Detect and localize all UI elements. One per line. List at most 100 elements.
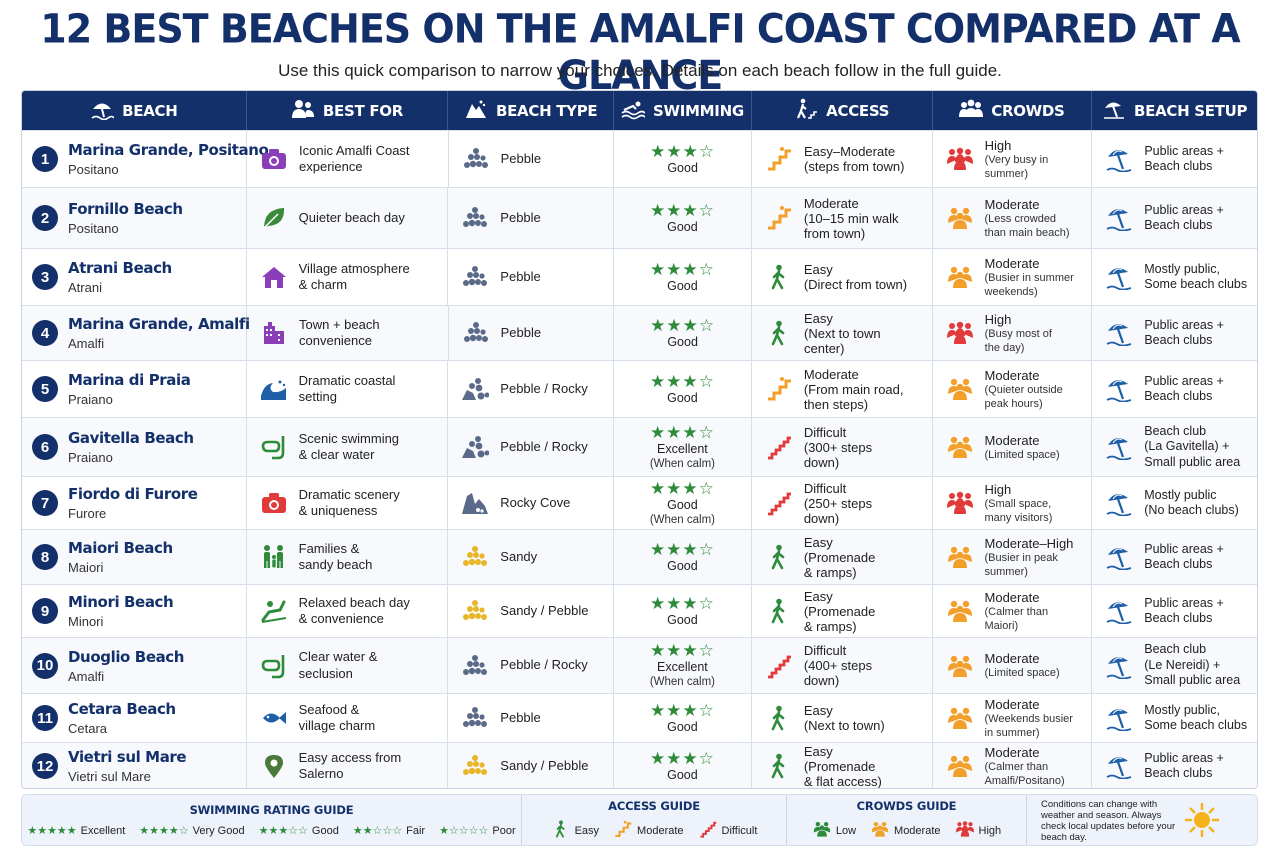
beach-name-block: Minori Beach Minori bbox=[68, 593, 174, 629]
star-rating: ★★★☆ bbox=[650, 141, 716, 161]
header-access: ACCESS bbox=[752, 91, 933, 130]
walk-easy-icon bbox=[764, 597, 794, 625]
crowd-low-icon bbox=[812, 820, 832, 841]
beach-town: Amalfi bbox=[68, 336, 105, 351]
beach-type-text: Rocky Cove bbox=[500, 494, 571, 510]
beach-cell: 8 Maiori Beach Maiori bbox=[22, 530, 247, 584]
access-note: (Promenade & ramps) bbox=[803, 549, 876, 580]
beach-type-cell: Sandy / Pebble bbox=[448, 585, 615, 637]
beach-name: Maiori Beach bbox=[68, 539, 173, 557]
swim-legend-item: ★☆☆☆☆ Poor bbox=[439, 824, 516, 838]
swimming-cell: ★★★☆ Good bbox=[614, 249, 752, 305]
swimming-rating: Excellent bbox=[657, 660, 708, 674]
swimming-cell: ★★★☆ Good bbox=[614, 585, 752, 637]
access-level: Difficult bbox=[803, 424, 847, 440]
swimming-rating: Good bbox=[667, 497, 698, 512]
snorkel-icon bbox=[259, 433, 289, 461]
access-cell: Easy (Promenade & ramps) bbox=[752, 585, 933, 637]
swimming-guide-items: ★★★★★ Excellent ★★★★☆ Very Good ★★★☆☆ Good ★★☆… bbox=[27, 824, 516, 838]
legend-label: Fair bbox=[406, 824, 426, 837]
star-rating: ★★★☆ bbox=[649, 478, 715, 498]
swimming-note: (When calm) bbox=[649, 513, 716, 526]
table-row: 1 Marina Grande, Positano Positano Iconic A… bbox=[22, 130, 1257, 187]
pebble-icon bbox=[460, 204, 490, 232]
walk-easy-icon bbox=[764, 543, 794, 571]
wave-icon bbox=[259, 375, 289, 403]
crowd-note: (Busy most of the day) bbox=[984, 327, 1052, 354]
snorkel-icon bbox=[259, 652, 289, 680]
leaf-icon bbox=[259, 204, 289, 232]
star-rating: ★★★☆ bbox=[649, 748, 715, 768]
table-row: 12 Vietri sul Mare Vietri sul Mare Easy acc… bbox=[22, 742, 1257, 789]
beach-type-text: Pebble bbox=[500, 709, 541, 725]
legend-label: Easy bbox=[574, 824, 600, 837]
beach-name: Cetara Beach bbox=[68, 700, 176, 718]
crowd-note: (Busier in peak summer) bbox=[984, 551, 1058, 578]
best-for-text: Relaxed beach day & convenience bbox=[298, 594, 410, 627]
access-note: (400+ steps down) bbox=[803, 658, 873, 688]
beach-umbrella-icon bbox=[1104, 319, 1134, 347]
access-legend-item: Difficult bbox=[698, 820, 757, 841]
legend-label: High bbox=[978, 824, 1002, 837]
star-rating: ★★★☆ bbox=[649, 200, 715, 220]
swimming-rating: Good bbox=[667, 219, 698, 234]
header-swimming: SWIMMING bbox=[614, 91, 752, 130]
swimming-cell: ★★★☆ Good bbox=[614, 743, 752, 788]
crowds-text: High (Busy most of the day) bbox=[985, 312, 1052, 355]
beach-type-text: Pebble bbox=[500, 209, 541, 225]
beach-setup-cell: Mostly public (No beach clubs) bbox=[1092, 477, 1257, 529]
access-text: Easy (Promenade & flat access) bbox=[804, 744, 882, 789]
swimming-rating: Good bbox=[667, 612, 698, 627]
beach-setup-text: Beach club (La Gavitella) + Small public… bbox=[1144, 423, 1241, 469]
best-for-cell: Iconic Amalfi Coast experience bbox=[247, 131, 449, 187]
swimming-cell: ★★★☆ Good bbox=[614, 530, 752, 584]
crowds-guide-title: CROWDS GUIDE bbox=[856, 799, 957, 813]
crowd-high-icon bbox=[945, 489, 975, 517]
beach-town: Cetara bbox=[68, 721, 108, 736]
cove-icon bbox=[460, 489, 490, 517]
fish-icon bbox=[259, 704, 289, 732]
beach-type-cell: Pebble / Rocky bbox=[448, 418, 615, 476]
access-legend-item: Easy bbox=[551, 820, 599, 841]
pebble-icon bbox=[461, 145, 491, 173]
table-row: 3 Atrani Beach Atrani Village atmosphere & … bbox=[22, 248, 1257, 305]
best-for-text: Town + beach convenience bbox=[299, 316, 380, 349]
legend-stars: ★★☆☆☆ bbox=[352, 825, 403, 837]
crowd-moderate-icon bbox=[945, 652, 975, 680]
table-row: 5 Marina di Praia Praiano Dramatic coastal … bbox=[22, 360, 1257, 417]
crowd-note: (Limited space) bbox=[984, 448, 1060, 461]
steps-moderate-icon bbox=[613, 820, 633, 841]
beach-setup-text: Mostly public, Some beach clubs bbox=[1144, 261, 1248, 292]
crowd-high-icon bbox=[945, 319, 975, 347]
access-cell: Moderate (10–15 min walk from town) bbox=[752, 188, 933, 248]
swimming-cell: ★★★☆ Good bbox=[614, 361, 752, 417]
legend-label: Excellent bbox=[80, 824, 126, 837]
beach-town: Amalfi bbox=[68, 668, 105, 684]
access-note: (10–15 min walk from town) bbox=[803, 210, 899, 241]
walk-easy-icon bbox=[764, 263, 794, 291]
crowd-level: High bbox=[984, 311, 1012, 327]
beach-setup-text: Public areas + Beach clubs bbox=[1144, 317, 1224, 348]
crowds-legend-item: Moderate bbox=[870, 820, 941, 841]
access-guide: ACCESS GUIDE Easy Moderate Difficult bbox=[522, 795, 787, 845]
swim-legend-item: ★★★★★ Excellent bbox=[27, 824, 126, 838]
beach-name: Marina di Praia bbox=[68, 371, 191, 389]
access-note: (Next to town center) bbox=[804, 325, 881, 356]
header-best-for: BEST FOR bbox=[247, 91, 449, 130]
page-title: 12 BEST BEACHES ON THE AMALFI COAST COMP… bbox=[40, 5, 1240, 99]
header-label: ACCESS bbox=[826, 101, 890, 120]
best-for-cell: Dramatic coastal setting bbox=[247, 361, 449, 417]
beach-name: Atrani Beach bbox=[68, 259, 172, 277]
beach-name: Minori Beach bbox=[68, 593, 174, 611]
sandy-icon bbox=[460, 752, 490, 780]
beach-setup-cell: Public areas + Beach clubs bbox=[1092, 585, 1257, 637]
access-level: Moderate bbox=[803, 195, 859, 211]
best-for-cell: Village atmosphere & charm bbox=[247, 249, 449, 305]
beach-cell: 4 Marina Grande, Amalfi Amalfi bbox=[22, 306, 250, 360]
crowds-cell: High (Very busy in summer) bbox=[933, 131, 1093, 187]
access-level: Easy bbox=[804, 310, 833, 326]
crowds-cell: Moderate (Busier in summer weekends) bbox=[933, 249, 1093, 305]
beach-type-cell: Pebble bbox=[449, 131, 615, 187]
swim-legend-item: ★★★☆☆ Good bbox=[259, 824, 339, 838]
swimming-rating: Good bbox=[667, 390, 698, 405]
